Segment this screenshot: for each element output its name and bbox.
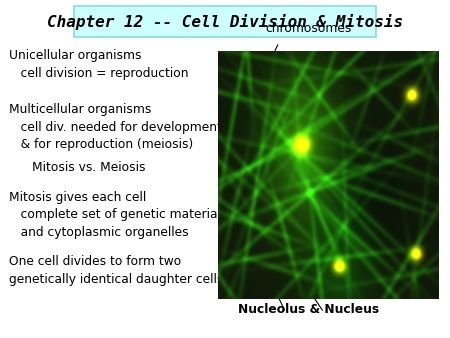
Text: chromosomes: chromosomes xyxy=(265,23,351,35)
Text: One cell divides to form two
genetically identical daughter cells: One cell divides to form two genetically… xyxy=(9,255,223,286)
FancyBboxPatch shape xyxy=(74,6,376,37)
Text: Unicellular organisms
   cell division = reproduction: Unicellular organisms cell division = re… xyxy=(9,49,189,79)
Text: Mitosis gives each cell
   complete set of genetic material
   and cytoplasmic o: Mitosis gives each cell complete set of … xyxy=(9,191,221,239)
Text: Nucleolus & Nucleus: Nucleolus & Nucleus xyxy=(238,303,379,316)
Text: Chapter 12 -- Cell Division & Mitosis: Chapter 12 -- Cell Division & Mitosis xyxy=(47,14,403,30)
Text: Mitosis vs. Meiosis: Mitosis vs. Meiosis xyxy=(32,161,145,173)
Text: Multicellular organisms
   cell div. needed for development
   & for reproductio: Multicellular organisms cell div. needed… xyxy=(9,103,222,151)
